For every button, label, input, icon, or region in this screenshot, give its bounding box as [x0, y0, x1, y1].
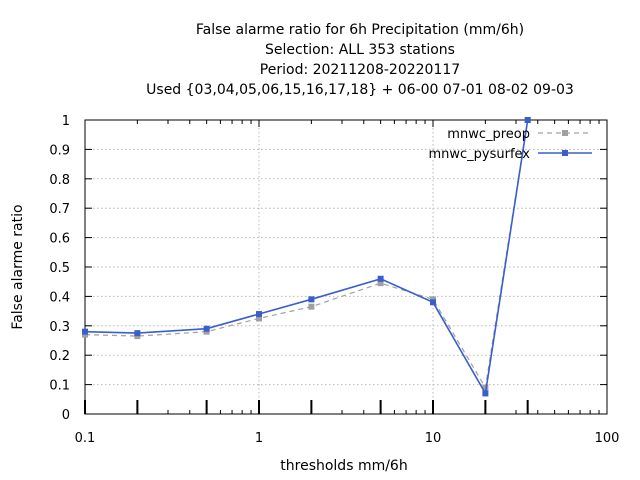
x-tick-label: 0.1	[75, 431, 96, 446]
y-tick-label: 0.4	[49, 290, 70, 305]
x-axis-label: thresholds mm/6h	[280, 458, 407, 474]
y-tick-label: 0.8	[49, 173, 70, 188]
y-tick-label: 1	[62, 114, 70, 129]
data-point-mnwc_pysurfex	[308, 296, 315, 303]
data-point-mnwc_pysurfex	[82, 328, 88, 335]
title-line: Used {03,04,05,06,15,16,17,18} + 06-00 0…	[146, 82, 574, 98]
legend-label: mnwc_pysurfex	[428, 147, 530, 162]
y-tick-label: 0.6	[49, 232, 70, 247]
data-point-mnwc_pysurfex	[256, 311, 262, 318]
y-tick-label: 0	[62, 408, 70, 423]
y-tick-label: 0.3	[49, 320, 70, 335]
data-point-mnwc_preop	[308, 303, 315, 310]
data-point-mnwc_pysurfex	[524, 117, 531, 123]
title-line: Selection: ALL 353 stations	[265, 42, 455, 58]
data-point-mnwc_pysurfex	[482, 390, 489, 397]
grid	[85, 120, 607, 414]
data-point-mnwc_pysurfex	[203, 325, 210, 332]
data-point-mnwc_preop	[482, 384, 489, 391]
series	[82, 117, 531, 397]
data-point-mnwc_preop	[256, 315, 262, 322]
legend: mnwc_preop mnwc_pysurfex	[428, 127, 592, 162]
legend-label: mnwc_preop	[447, 127, 530, 142]
data-point-mnwc_pysurfex	[377, 275, 384, 282]
threshold-marks	[84, 400, 529, 414]
x-axis: 0.1 1 10 100	[75, 120, 620, 446]
data-point-mnwc_pysurfex	[430, 299, 436, 306]
y-tick-label: 0.5	[49, 261, 70, 276]
x-tick-label: 100	[595, 431, 620, 446]
y-tick-label: 0.2	[49, 349, 70, 364]
title-line: Period: 20211208-20220117	[260, 62, 460, 78]
y-tick-label: 0.1	[49, 379, 70, 394]
y-axis-label: False alarme ratio	[10, 204, 26, 329]
data-point-mnwc_preop	[377, 280, 384, 287]
data-point-mnwc_pysurfex	[134, 330, 141, 337]
y-tick-label: 0.9	[49, 143, 70, 158]
legend-marker	[562, 130, 568, 136]
legend-marker	[562, 150, 568, 156]
y-axis: 0 0.1 0.2 0.3 0.4 0.5 0.6 0.7 0.8 0.9 1	[49, 114, 607, 423]
y-tick-label: 0.7	[49, 202, 70, 217]
chart-title: False alarme ratio for 6h Precipitation …	[146, 22, 574, 98]
x-tick-label: 1	[255, 431, 263, 446]
title-line: False alarme ratio for 6h Precipitation …	[196, 22, 524, 38]
x-tick-label: 10	[425, 431, 442, 446]
